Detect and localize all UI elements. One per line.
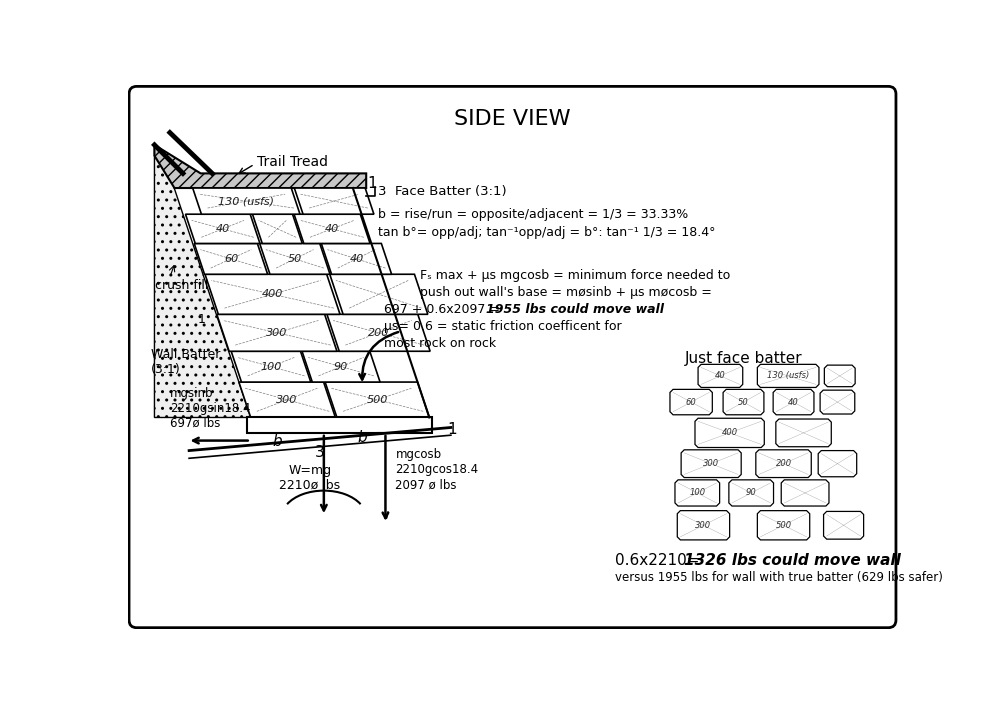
Polygon shape bbox=[330, 274, 428, 315]
Polygon shape bbox=[681, 450, 741, 477]
Polygon shape bbox=[205, 274, 340, 315]
Text: Trail Tread: Trail Tread bbox=[257, 155, 328, 169]
Polygon shape bbox=[698, 364, 743, 387]
Polygon shape bbox=[231, 351, 311, 382]
Text: 40: 40 bbox=[349, 254, 364, 264]
Text: W=mg
2210ø lbs: W=mg 2210ø lbs bbox=[279, 464, 341, 491]
Polygon shape bbox=[252, 214, 302, 243]
FancyBboxPatch shape bbox=[129, 86, 896, 628]
Polygon shape bbox=[824, 365, 855, 387]
Polygon shape bbox=[820, 390, 855, 414]
Text: 300: 300 bbox=[695, 521, 712, 530]
Text: 697 + 0.6x2097 =: 697 + 0.6x2097 = bbox=[384, 303, 504, 316]
Polygon shape bbox=[302, 351, 380, 382]
Text: versus 1955 lbs for wall with true batter (629 lbs safer): versus 1955 lbs for wall with true batte… bbox=[615, 571, 943, 584]
Text: 90: 90 bbox=[334, 362, 348, 372]
Polygon shape bbox=[294, 214, 370, 243]
Text: 400: 400 bbox=[262, 289, 283, 299]
Text: 100: 100 bbox=[260, 362, 282, 372]
Text: 300: 300 bbox=[266, 328, 288, 338]
Polygon shape bbox=[757, 364, 819, 387]
Text: b: b bbox=[273, 434, 282, 449]
Text: 130 (usfs): 130 (usfs) bbox=[218, 196, 274, 206]
Text: 60: 60 bbox=[224, 254, 238, 264]
Polygon shape bbox=[757, 510, 810, 540]
Text: 300: 300 bbox=[703, 459, 719, 468]
Polygon shape bbox=[327, 315, 430, 351]
Text: 400: 400 bbox=[722, 428, 738, 438]
Text: 1326 lbs could move wall: 1326 lbs could move wall bbox=[684, 553, 901, 568]
Polygon shape bbox=[773, 390, 814, 415]
Text: 3: 3 bbox=[315, 445, 325, 460]
Polygon shape bbox=[776, 419, 831, 447]
Text: 1: 1 bbox=[447, 422, 457, 438]
Text: 200: 200 bbox=[775, 459, 792, 468]
Text: 60: 60 bbox=[686, 397, 697, 407]
Text: 300: 300 bbox=[276, 395, 298, 405]
Text: 40: 40 bbox=[715, 371, 726, 380]
Polygon shape bbox=[193, 188, 300, 214]
Polygon shape bbox=[154, 145, 366, 188]
Text: 500: 500 bbox=[367, 395, 388, 405]
Polygon shape bbox=[675, 480, 720, 506]
Polygon shape bbox=[781, 480, 829, 506]
Text: 500: 500 bbox=[775, 521, 792, 530]
Polygon shape bbox=[186, 214, 260, 243]
Polygon shape bbox=[670, 390, 712, 415]
Text: 50: 50 bbox=[288, 254, 302, 264]
Text: μs= 0.6 = static friction coefficent for: μs= 0.6 = static friction coefficent for bbox=[384, 320, 622, 333]
Text: mgcosb
2210gcos18.4
2097 ø lbs: mgcosb 2210gcos18.4 2097 ø lbs bbox=[395, 448, 479, 491]
Text: mgsinb
2210gsin18.4
697ø lbs: mgsinb 2210gsin18.4 697ø lbs bbox=[170, 387, 250, 430]
Polygon shape bbox=[756, 450, 811, 477]
Text: most rock on rock: most rock on rock bbox=[384, 337, 496, 350]
Polygon shape bbox=[818, 450, 857, 477]
Polygon shape bbox=[723, 390, 764, 415]
Text: b: b bbox=[358, 430, 367, 445]
Text: 1: 1 bbox=[368, 176, 377, 191]
Text: 130 (usfs): 130 (usfs) bbox=[767, 371, 809, 380]
Polygon shape bbox=[260, 243, 330, 274]
Polygon shape bbox=[154, 145, 251, 417]
Text: 3  Face Batter (3:1): 3 Face Batter (3:1) bbox=[378, 185, 506, 197]
Text: SIDE VIEW: SIDE VIEW bbox=[454, 110, 571, 129]
Text: 50: 50 bbox=[738, 397, 749, 407]
Text: crush fill: crush fill bbox=[155, 279, 209, 291]
Polygon shape bbox=[194, 243, 268, 274]
Text: Fₛ max + μs mgcosb = minimum force needed to: Fₛ max + μs mgcosb = minimum force neede… bbox=[420, 269, 730, 282]
Polygon shape bbox=[677, 510, 730, 540]
Text: 40: 40 bbox=[216, 224, 230, 234]
Polygon shape bbox=[321, 243, 392, 274]
Polygon shape bbox=[695, 419, 764, 448]
Text: 200: 200 bbox=[368, 328, 389, 338]
Polygon shape bbox=[824, 511, 864, 539]
Text: tan b°= opp/adj; tan⁻¹opp/adj = b°: tan⁻¹ 1/3 = 18.4°: tan b°= opp/adj; tan⁻¹opp/adj = b°: tan⁻… bbox=[378, 226, 715, 239]
Polygon shape bbox=[239, 382, 335, 417]
Polygon shape bbox=[294, 188, 374, 214]
Text: Wall Batter
(3:1): Wall Batter (3:1) bbox=[151, 348, 220, 376]
Text: 100: 100 bbox=[689, 489, 705, 498]
Text: 0.6x2210=: 0.6x2210= bbox=[615, 553, 704, 568]
Text: push out wall's base = møsinb + μs møcosb =: push out wall's base = møsinb + μs møcos… bbox=[420, 286, 712, 299]
Text: 90: 90 bbox=[746, 489, 757, 498]
Text: b = rise/run = opposite/adjacent = 1/3 = 33.33%: b = rise/run = opposite/adjacent = 1/3 =… bbox=[378, 208, 688, 221]
Polygon shape bbox=[729, 480, 774, 506]
Text: 40: 40 bbox=[325, 224, 339, 234]
Polygon shape bbox=[325, 382, 429, 417]
Polygon shape bbox=[217, 315, 337, 351]
Text: Just face batter: Just face batter bbox=[685, 351, 802, 366]
Text: 40: 40 bbox=[788, 397, 799, 407]
Text: 1955 lbs could move wall: 1955 lbs could move wall bbox=[486, 303, 664, 316]
Text: 1: 1 bbox=[197, 313, 205, 326]
Polygon shape bbox=[247, 417, 432, 433]
